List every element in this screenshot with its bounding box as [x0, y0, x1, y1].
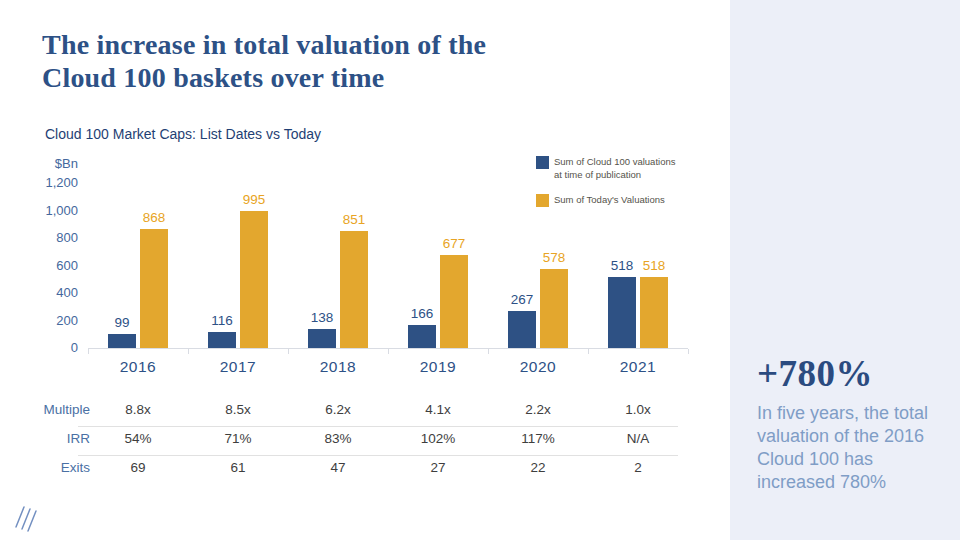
stats-table: Multiple8.8x 8.5x 6.2x 4.1x 2.2x 1.0x IRR54% 71…	[0, 0, 730, 540]
stats-cell: N/A	[593, 431, 683, 446]
stats-cell: 1.0x	[593, 402, 683, 417]
stats-cell: 8.8x	[93, 402, 183, 417]
stats-row-divider	[78, 426, 678, 427]
stats-cell: 22	[493, 460, 583, 475]
stats-cell: 8.5x	[193, 402, 283, 417]
stats-cell: 71%	[193, 431, 283, 446]
stats-cell: 83%	[293, 431, 383, 446]
stats-cell: 61	[193, 460, 283, 475]
stats-cell: 102%	[393, 431, 483, 446]
stats-cell: 47	[293, 460, 383, 475]
stats-cell: 117%	[493, 431, 583, 446]
stats-cell: 6.2x	[293, 402, 383, 417]
slide: The increase in total valuation of the C…	[0, 0, 960, 540]
stats-row-label-multiple: Multiple	[0, 402, 90, 417]
stats-cell: 2.2x	[493, 402, 583, 417]
bvp-slashes-logo	[12, 502, 40, 534]
stats-cell: 4.1x	[393, 402, 483, 417]
stats-row-label-irr: IRR	[0, 431, 90, 446]
stats-row-divider	[78, 455, 678, 456]
highlight-panel: +780% In five years, the total valuation…	[730, 0, 960, 540]
highlight-headline: +780%	[757, 352, 873, 395]
stats-cell: 27	[393, 460, 483, 475]
stats-cell: 54%	[93, 431, 183, 446]
stats-cell: 2	[593, 460, 683, 475]
stats-row-label-exits: Exits	[0, 460, 90, 475]
stats-cell: 69	[93, 460, 183, 475]
highlight-body: In five years, the total valuation of th…	[757, 402, 939, 494]
